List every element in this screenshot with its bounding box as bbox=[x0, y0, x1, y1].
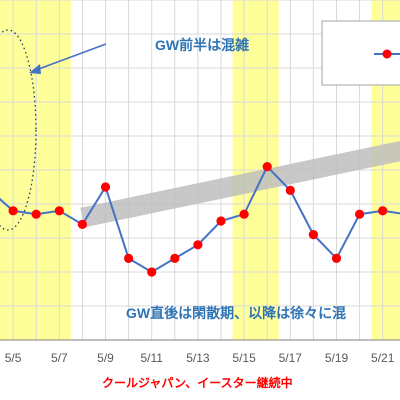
data-point-5-14 bbox=[216, 216, 226, 226]
annotation-arrow bbox=[35, 43, 107, 71]
annotation-bottom: GW直後は閑散期、以降は徐々に混 bbox=[126, 305, 346, 321]
data-point-5-18 bbox=[308, 230, 318, 240]
data-points bbox=[8, 162, 388, 277]
trend-band-layer bbox=[80, 140, 400, 228]
data-point-5-17 bbox=[285, 185, 295, 195]
data-point-5-6 bbox=[31, 209, 41, 219]
trend-band bbox=[80, 140, 400, 228]
x-tick-label: 5/21 bbox=[371, 351, 395, 365]
data-point-5-7 bbox=[54, 206, 64, 216]
gw-early-ellipse bbox=[0, 29, 37, 231]
data-point-5-8 bbox=[77, 219, 87, 229]
data-point-5-16 bbox=[262, 162, 272, 172]
data-point-5-5 bbox=[8, 206, 18, 216]
arrow-head-icon bbox=[29, 64, 41, 74]
gridlines bbox=[0, 0, 400, 341]
data-point-5-12 bbox=[170, 253, 180, 263]
data-point-5-10 bbox=[124, 253, 134, 263]
data-point-5-13 bbox=[193, 240, 203, 250]
x-tick-label: 5/5 bbox=[5, 351, 22, 365]
x-tick-label: 5/9 bbox=[97, 351, 114, 365]
x-tick-label: 5/13 bbox=[186, 351, 210, 365]
x-tick-label: 5/19 bbox=[325, 351, 349, 365]
x-tick-label: 5/7 bbox=[51, 351, 68, 365]
data-point-5-21 bbox=[378, 206, 388, 216]
x-tick-label: 5/15 bbox=[232, 351, 256, 365]
data-point-5-9 bbox=[100, 182, 111, 192]
legend-marker-icon bbox=[382, 49, 392, 59]
x-tick-label: 5/17 bbox=[279, 351, 303, 365]
data-point-5-19 bbox=[331, 253, 342, 263]
x-tick-label: 5/11 bbox=[140, 351, 163, 365]
data-point-5-11 bbox=[147, 267, 157, 277]
annotation-top: GW前半は混雑 bbox=[155, 37, 249, 53]
data-point-5-15 bbox=[239, 209, 249, 219]
data-point-5-20 bbox=[355, 209, 365, 219]
x-axis-ticks: 5/55/75/95/115/135/155/175/195/215/235/2… bbox=[5, 351, 395, 365]
footer-note: クールジャパン、イースター継続中 bbox=[102, 375, 293, 390]
